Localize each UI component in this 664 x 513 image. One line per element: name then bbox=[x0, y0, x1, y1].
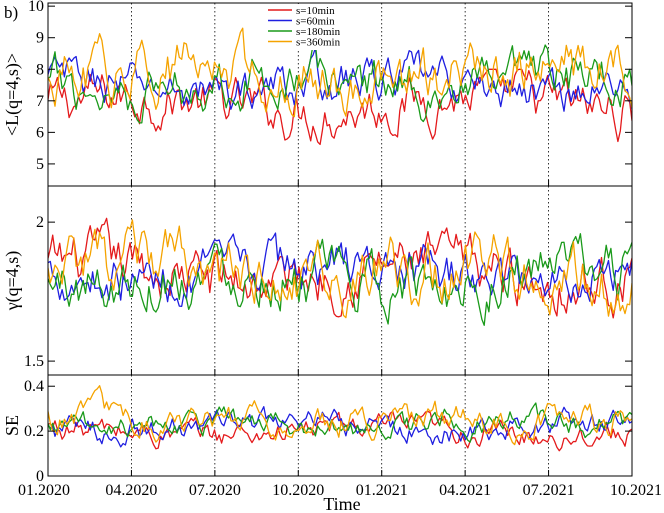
y-tick-label: 8 bbox=[36, 61, 44, 78]
y-axis-label: SE bbox=[2, 415, 22, 436]
y-tick-label: 7 bbox=[36, 93, 44, 110]
y-tick-label: 2 bbox=[36, 214, 44, 231]
y-tick-label: 0.4 bbox=[24, 378, 44, 395]
panel-gamma: 1.5 2 γ(q=4,s) bbox=[2, 185, 633, 376]
y-tick-label: 6 bbox=[36, 124, 44, 141]
series-line-s360min bbox=[48, 219, 632, 319]
x-tick-label: 10.2021 bbox=[610, 482, 662, 499]
series-line-s360min bbox=[48, 385, 632, 446]
x-tick-label: 07.2021 bbox=[523, 482, 575, 499]
x-tick-label: 10.2020 bbox=[272, 482, 324, 499]
y-tick-label: 0 bbox=[36, 468, 44, 485]
x-axis-ticks: 01.2020 04.2020 07.2020 10.2020 01.2021 04.20… bbox=[18, 180, 662, 499]
y-axis-label: <L(q=4,s)> bbox=[2, 53, 23, 136]
series-line-s60min bbox=[48, 406, 632, 448]
panel-letter: b) bbox=[4, 3, 18, 22]
series-line-s10min bbox=[48, 68, 632, 146]
series-line-s180min bbox=[48, 402, 632, 443]
series-line-s180min bbox=[48, 233, 632, 326]
legend-label: s=360min bbox=[296, 37, 341, 49]
series-line-s360min bbox=[48, 27, 632, 118]
panel-l: 5 6 7 8 9 10 <L(q=4,s)> bbox=[2, 0, 633, 187]
x-tick-label: 01.2021 bbox=[356, 482, 408, 499]
legend-label: s=180min bbox=[296, 26, 341, 38]
series-line-s60min bbox=[48, 47, 632, 112]
y-tick-label: 0.2 bbox=[24, 423, 44, 440]
x-axis-label: Time bbox=[323, 494, 360, 513]
x-tick-label: 01.2020 bbox=[18, 482, 70, 499]
x-tick-label: 07.2020 bbox=[189, 482, 241, 499]
legend-box bbox=[262, 4, 372, 50]
legend-label: s=10min bbox=[296, 5, 335, 17]
y-axis-label: γ(q=4,s) bbox=[2, 251, 23, 312]
y-tick-label: 5 bbox=[36, 156, 44, 173]
x-tick-label: 04.2021 bbox=[439, 482, 491, 499]
y-tick-label: 10 bbox=[28, 0, 44, 15]
x-tick-label: 04.2020 bbox=[105, 482, 157, 499]
y-tick-label: 1.5 bbox=[24, 353, 44, 370]
legend-label: s=60min bbox=[296, 16, 335, 28]
y-tick-label: 9 bbox=[36, 30, 44, 47]
panel-se: 0 0.2 0.4 SE bbox=[2, 374, 633, 485]
panel-frame bbox=[47, 374, 633, 477]
series-line-s60min bbox=[48, 232, 632, 307]
